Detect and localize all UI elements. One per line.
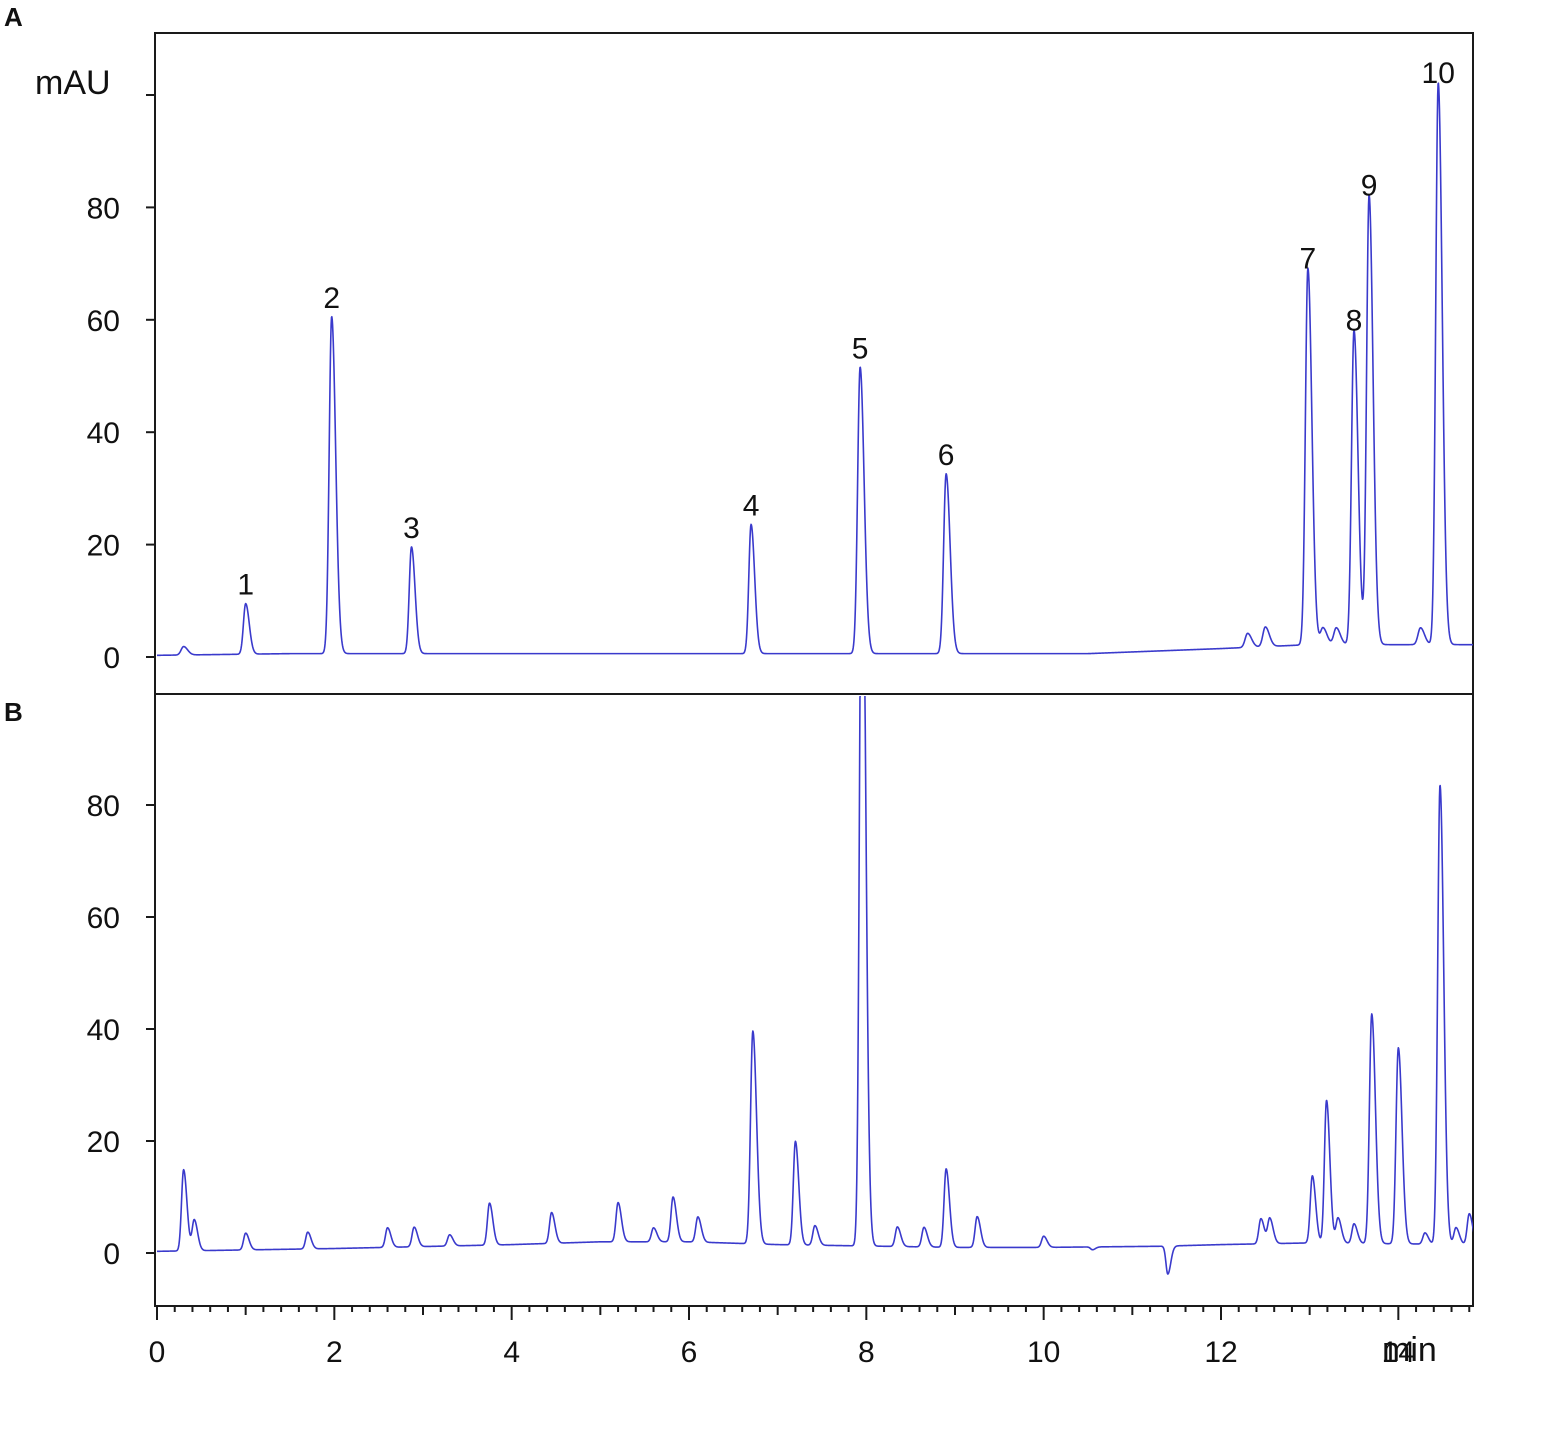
panel-a-y-tick-label: 60 xyxy=(87,305,120,338)
panel-a-trace xyxy=(156,82,1473,657)
panel-b-y-axis: 0 20 40 60 80 xyxy=(87,790,155,1271)
panel-label-a: A xyxy=(4,2,23,32)
panel-a-chart: 0 20 40 60 80 1 2 3 4 5 6 78 9 10 xyxy=(87,57,1473,675)
panel-b-y-tick-label: 40 xyxy=(87,1014,120,1047)
y-axis-unit-label: mAU xyxy=(35,64,111,102)
panel-label-b: B xyxy=(4,697,23,727)
panel-b-y-tick-label: 0 xyxy=(103,1238,120,1271)
x-tick-label: 4 xyxy=(503,1336,520,1369)
panel-b-y-tick-label: 60 xyxy=(87,902,120,935)
plot-frame xyxy=(154,32,1474,1307)
x-axis: 0 2 4 6 8 10 12 14 xyxy=(149,1306,1471,1369)
panel-b-chart: 0 20 40 60 80 0 2 4 6 8 10 12 14 xyxy=(87,696,1473,1369)
x-tick-label: 14 xyxy=(1382,1336,1415,1369)
x-tick-label: 10 xyxy=(1027,1336,1060,1369)
x-tick-label: 0 xyxy=(149,1336,166,1369)
panel-b-y-tick-label: 80 xyxy=(87,790,120,823)
panel-a-y-tick-label: 80 xyxy=(87,192,120,225)
peak-label: 2 xyxy=(323,282,340,315)
peak-label: 3 xyxy=(403,512,420,545)
peak-label: 1 xyxy=(237,568,254,601)
panel-a-peak-labels: 1 2 3 4 5 6 78 9 10 xyxy=(237,57,1455,601)
panel-b-trace xyxy=(156,696,1473,1275)
peak-label: 4 xyxy=(743,490,760,523)
peak-label: 5 xyxy=(852,332,869,365)
panel-b-y-tick-label: 20 xyxy=(87,1126,120,1159)
x-axis-unit-label: min xyxy=(1382,1331,1437,1369)
x-tick-label: 6 xyxy=(681,1336,698,1369)
x-tick-label: 8 xyxy=(858,1336,875,1369)
peak-label: 10 xyxy=(1422,57,1455,90)
panel-a-y-axis: 0 20 40 60 80 xyxy=(87,94,155,675)
panel-a-y-tick-label: 0 xyxy=(103,642,120,675)
panel-a-y-tick-label: 40 xyxy=(87,417,120,450)
peak-label: 8 xyxy=(1346,304,1363,337)
x-tick-label: 12 xyxy=(1204,1336,1237,1369)
peak-label: 7 xyxy=(1300,242,1317,275)
panel-a-y-tick-label: 20 xyxy=(87,530,120,563)
peak-label: 6 xyxy=(938,439,955,472)
x-tick-label: 2 xyxy=(326,1336,343,1369)
peak-label: 9 xyxy=(1361,169,1378,202)
